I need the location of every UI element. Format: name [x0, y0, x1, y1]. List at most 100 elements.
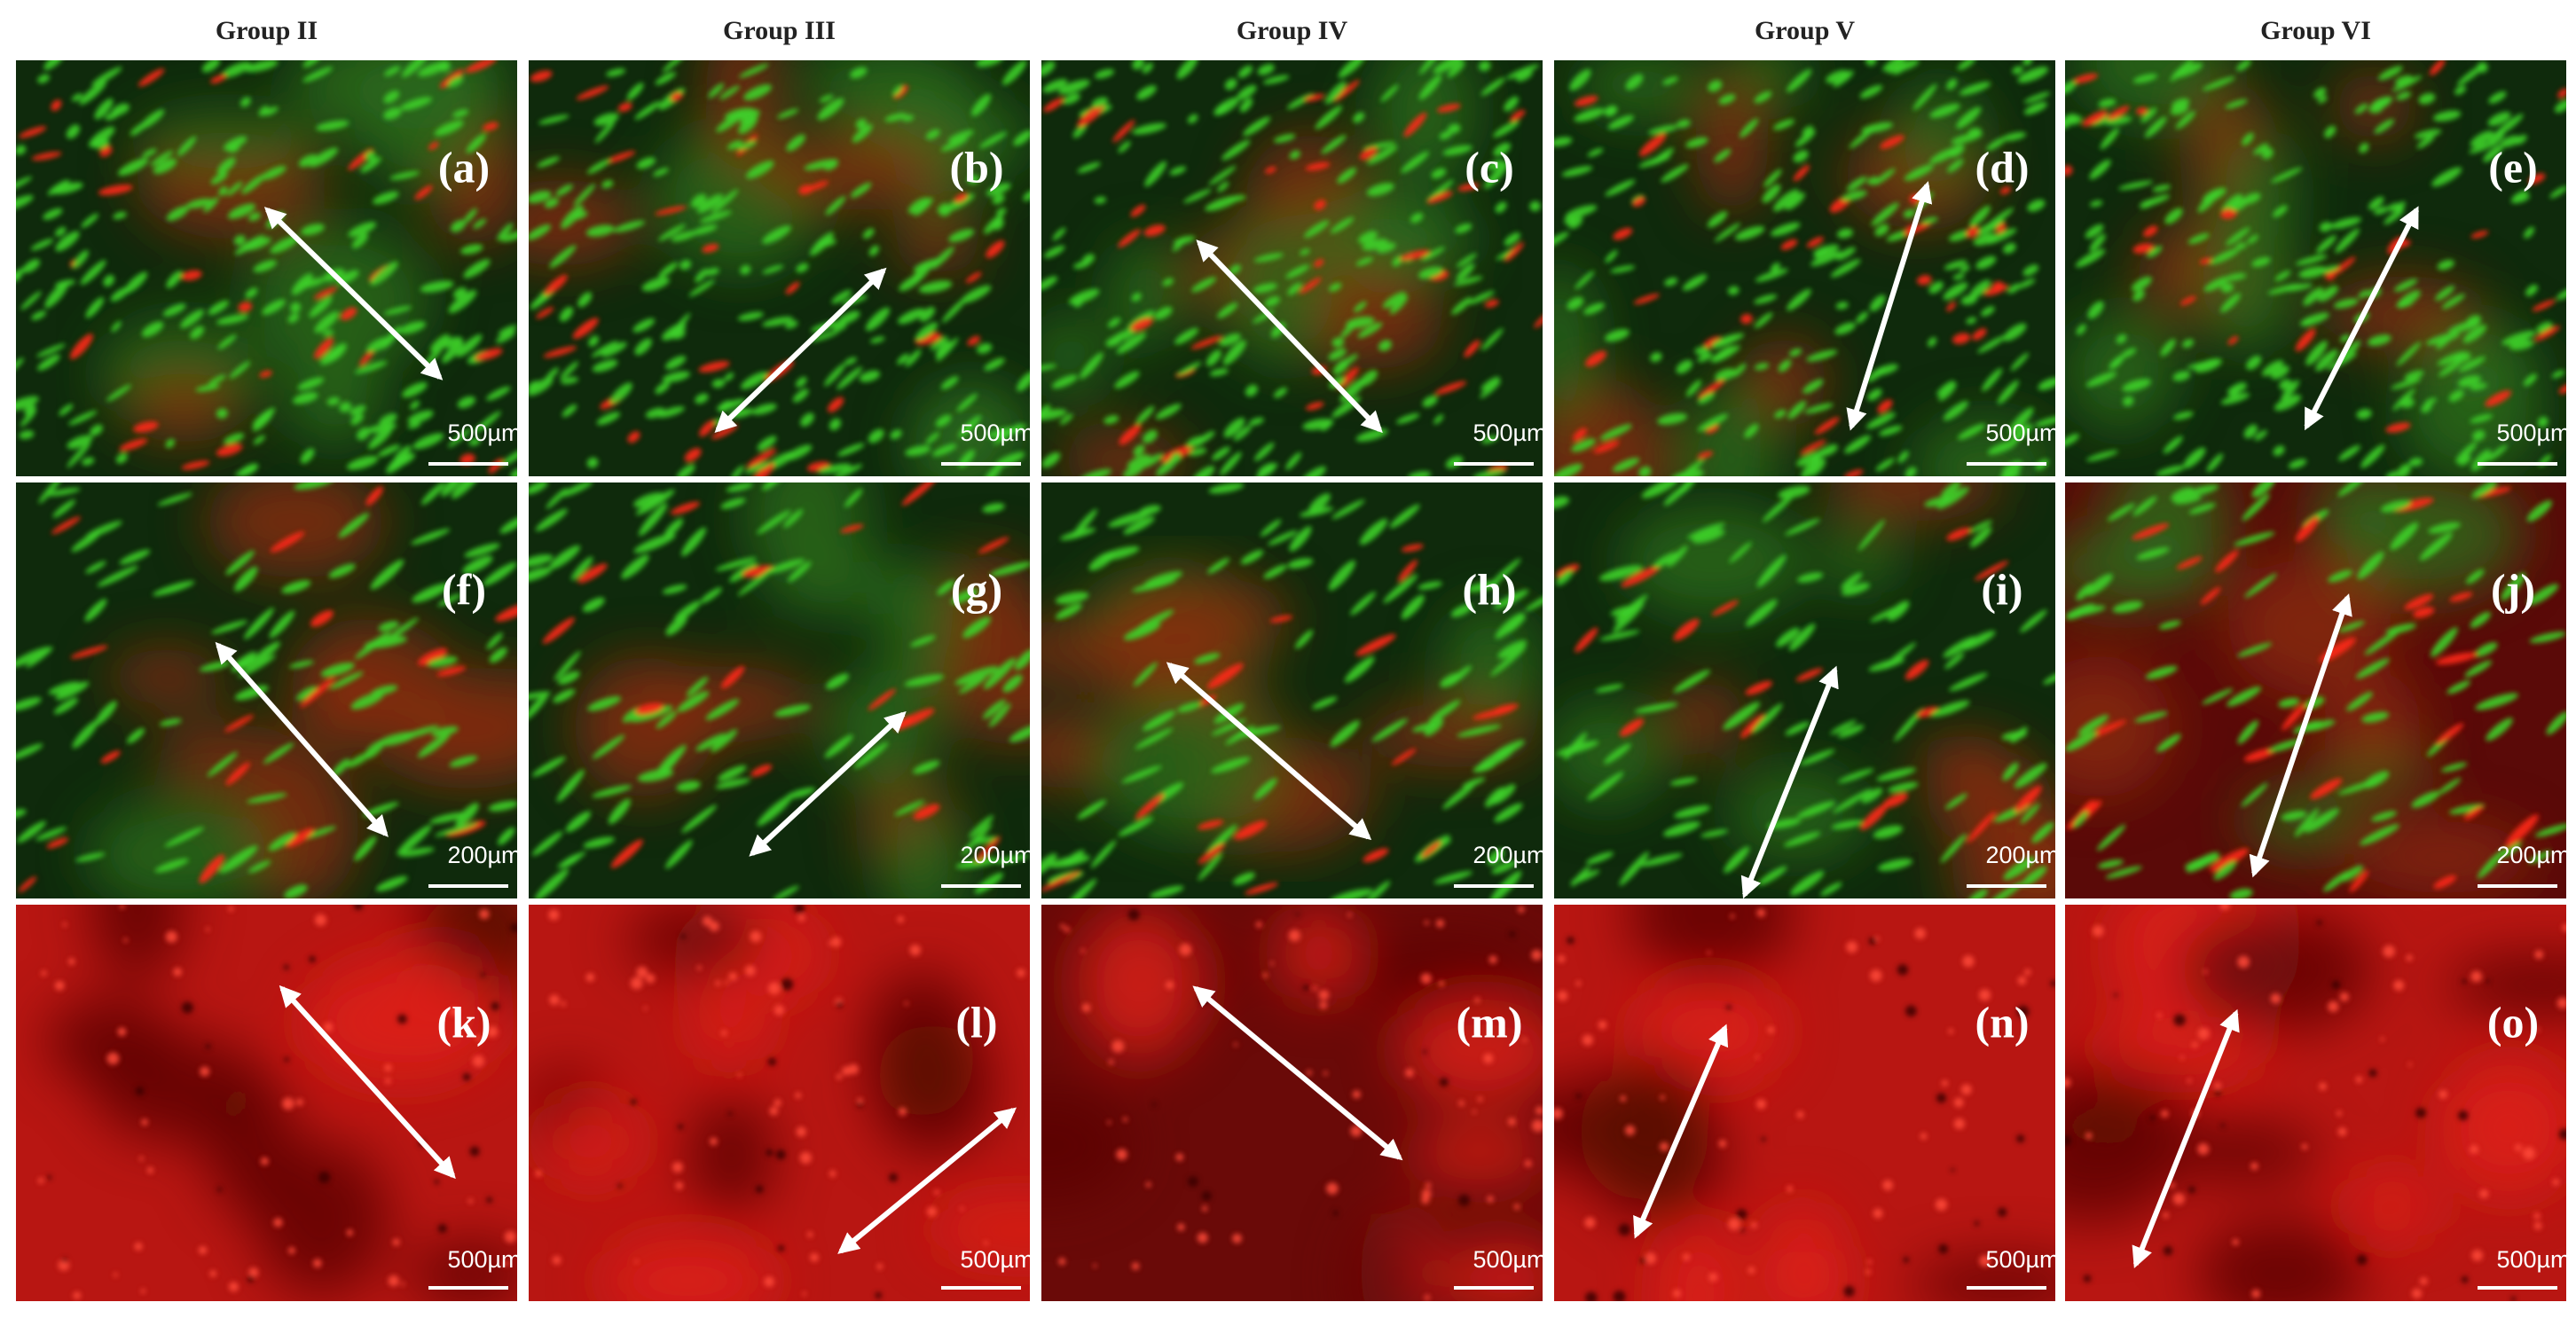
cell: [2158, 620, 2181, 630]
cell: [1434, 380, 1467, 395]
panel-label: (o): [2487, 997, 2539, 1047]
spot: [37, 1177, 44, 1184]
spot: [630, 977, 643, 990]
cell: [90, 424, 103, 436]
cell: [38, 482, 63, 504]
cell: [2202, 76, 2235, 91]
cell: [486, 386, 511, 401]
spot: [1951, 1168, 1955, 1173]
spot: [1347, 912, 1352, 917]
cell: [2529, 632, 2566, 643]
spot: [2462, 978, 2467, 985]
cell: [1605, 106, 1618, 115]
cell: [2254, 429, 2267, 441]
cell: [531, 831, 563, 856]
cell: [2526, 500, 2552, 522]
cell: [1785, 518, 1820, 536]
cell: [783, 509, 804, 529]
spot: [1997, 1207, 2007, 1217]
cell: [884, 113, 907, 122]
spot: [2083, 1275, 2092, 1283]
cell: [489, 647, 507, 663]
cell: [661, 750, 683, 775]
cell: [2396, 91, 2411, 100]
cell: [2022, 866, 2047, 887]
cell: [626, 82, 644, 100]
cell: [1366, 183, 1394, 197]
spot: [2213, 1081, 2222, 1090]
cell: [1487, 849, 1504, 866]
cell: [1619, 851, 1650, 886]
spot: [2439, 1089, 2448, 1099]
cell: [2132, 243, 2154, 254]
column-header: Group VI: [2260, 16, 2371, 45]
cell: [199, 854, 225, 884]
cell: [1949, 144, 1965, 158]
cell: [1944, 652, 1965, 670]
cell: [2014, 763, 2047, 788]
cell: [2455, 442, 2478, 463]
spot: [117, 1027, 127, 1037]
cell: [592, 785, 632, 798]
spot: [1457, 1194, 1471, 1206]
cell: [2433, 875, 2457, 890]
cell: [1366, 881, 1391, 898]
spot: [2156, 1012, 2163, 1018]
cell: [1814, 417, 1840, 435]
cell: [2251, 482, 2275, 498]
cell: [817, 98, 844, 121]
cell: [1455, 224, 1473, 233]
cell: [1263, 564, 1287, 579]
spot: [960, 1206, 964, 1212]
blotch: [1057, 429, 1188, 476]
cell: [2404, 593, 2434, 610]
cell: [2488, 91, 2507, 104]
cell: [1974, 561, 2009, 581]
spot: [1979, 1255, 1991, 1267]
cell: [1986, 137, 2007, 151]
cell: [897, 308, 925, 325]
cell: [2109, 354, 2126, 369]
cell: [762, 225, 791, 244]
cell: [1155, 404, 1182, 420]
cell: [1682, 274, 1708, 291]
cell: [1842, 583, 1871, 596]
orientation-arrow: [215, 641, 389, 837]
spot: [2163, 1245, 2173, 1256]
cell: [2173, 495, 2202, 505]
spot: [135, 1087, 145, 1096]
spot: [480, 972, 486, 977]
cell: [1094, 68, 1115, 79]
cell: [2324, 125, 2336, 138]
cell: [1714, 148, 1732, 162]
cell: [360, 156, 381, 173]
cell: [1959, 82, 1991, 96]
cell: [2027, 199, 2046, 212]
cell: [1756, 554, 1787, 588]
cell: [662, 60, 687, 73]
spot: [1269, 961, 1274, 966]
cell: [228, 144, 240, 153]
spot: [200, 1066, 210, 1077]
spot: [1935, 1198, 1948, 1211]
cell: [2457, 375, 2481, 388]
cell: [2243, 424, 2258, 439]
cell: [1041, 404, 1051, 422]
cell: [544, 198, 559, 208]
cell: [2100, 128, 2119, 150]
cell: [247, 860, 271, 873]
cell: [1300, 466, 1326, 476]
cell: [1936, 380, 1955, 396]
cell: [1119, 424, 1142, 445]
cell: [1043, 245, 1065, 258]
cell: [365, 151, 376, 161]
cell: [2012, 66, 2023, 75]
cell: [1304, 220, 1330, 239]
cell: [744, 461, 772, 475]
cell: [1810, 251, 1842, 267]
blotch: [1910, 1257, 2055, 1301]
cell: [941, 297, 968, 323]
cell: [370, 559, 404, 590]
cell: [2136, 106, 2148, 115]
cell: [1943, 401, 1969, 421]
